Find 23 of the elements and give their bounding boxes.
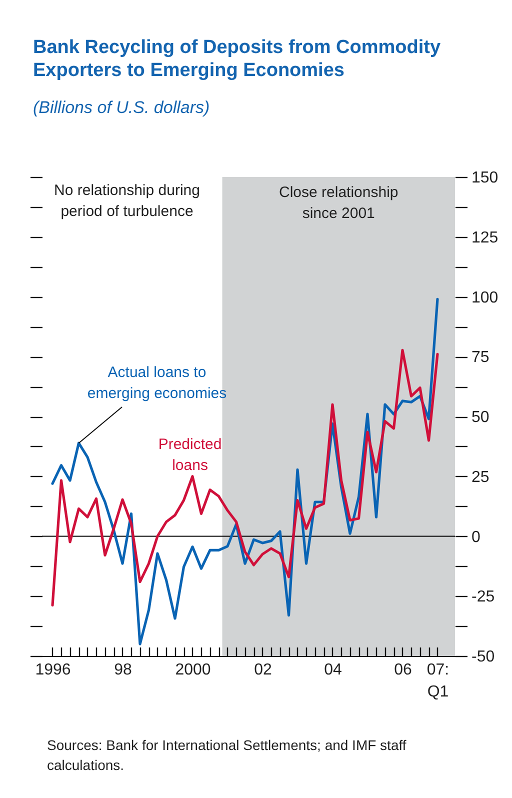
band-label: Close relationship since 2001 bbox=[279, 184, 398, 222]
text: Actual loans to emerging economies bbox=[87, 364, 227, 402]
y-tick-label: 25 bbox=[472, 468, 490, 486]
y-tick-label: -25 bbox=[472, 588, 495, 606]
y-tick-label: 0 bbox=[472, 528, 480, 546]
x-tick-label: 02 bbox=[254, 662, 272, 678]
y-tick-label: 125 bbox=[472, 229, 498, 246]
x-tick-label: 2000 bbox=[175, 662, 211, 678]
y-tick-label: 150 bbox=[472, 170, 498, 186]
x-tick-label: 07: Q1 bbox=[426, 662, 450, 700]
source-note: Sources: Bank for International Settlements; and IMF staff calculations. bbox=[47, 736, 408, 775]
y-tick-label: 50 bbox=[472, 409, 490, 426]
series-label: Predicted loans bbox=[158, 436, 222, 474]
x-tick-label: 1996 bbox=[35, 662, 71, 678]
x-tick-label: 98 bbox=[114, 662, 132, 678]
x-tick-label: 06 bbox=[394, 662, 412, 678]
y-tick-label: -50 bbox=[472, 648, 495, 666]
x-tick-label: 04 bbox=[324, 662, 342, 678]
chart-subtitle: (Billions of U.S. dollars) bbox=[33, 98, 210, 118]
chart-title: Bank Recycling of Deposits from Commodity Exporters to Emerging Economies bbox=[33, 36, 442, 82]
annotation: No relationship during period of turbulence bbox=[54, 182, 200, 220]
y-tick-label: 75 bbox=[472, 349, 490, 366]
y-tick-label: 100 bbox=[472, 289, 498, 306]
